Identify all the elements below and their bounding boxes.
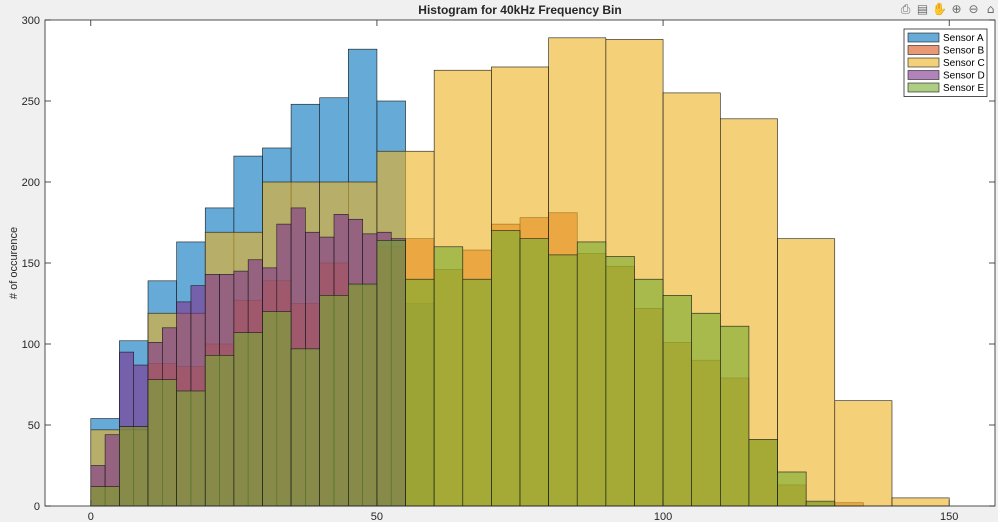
- legend-label: Sensor C: [943, 58, 985, 69]
- histogram-bar: [605, 256, 635, 507]
- series-sensor-e: [90, 230, 836, 507]
- y-axis: 0 50 100 150 200 250 300: [22, 15, 995, 513]
- histogram-bar: [777, 238, 836, 507]
- histogram-bar: [348, 283, 378, 507]
- legend-label: Sensor D: [943, 71, 985, 82]
- export-icon[interactable]: ⎙: [900, 2, 911, 16]
- y-tick-label: 250: [22, 96, 40, 108]
- histogram-bar: [662, 295, 692, 507]
- histogram-bar: [576, 241, 607, 507]
- legend-label: Sensor A: [943, 33, 984, 44]
- histogram-bar: [834, 400, 893, 507]
- histogram-bar: [204, 355, 235, 507]
- brush-icon[interactable]: ▤: [916, 2, 929, 16]
- histogram-bar: [748, 439, 778, 507]
- y-tick-label: 100: [22, 339, 40, 351]
- histogram-bar: [891, 497, 950, 507]
- histogram-bar: [491, 230, 521, 507]
- histogram-bar: [462, 278, 492, 507]
- chart-title: Histogram for 40kHz Frequency Bin: [418, 3, 621, 17]
- histogram-bar: [176, 390, 206, 507]
- histogram-bar: [119, 426, 149, 507]
- legend-swatch: [907, 45, 940, 55]
- x-tick-label: 100: [654, 511, 672, 522]
- histogram-bar: [319, 295, 349, 507]
- x-axis: 0 50 100 150: [88, 20, 958, 522]
- histogram-bar: [634, 278, 664, 507]
- x-tick-label: 0: [88, 511, 94, 522]
- histogram-bar: [720, 325, 750, 507]
- histogram-bar: [262, 311, 292, 507]
- home-icon[interactable]: ⌂: [986, 2, 995, 16]
- zoom-out-icon[interactable]: ⊖: [968, 2, 979, 16]
- zoom-in-icon[interactable]: ⊕: [951, 2, 962, 16]
- y-tick-label: 50: [28, 420, 40, 432]
- histogram-bar: [405, 278, 435, 507]
- histogram-bar: [290, 348, 320, 507]
- y-tick-label: 150: [22, 258, 40, 270]
- histogram-bar: [147, 379, 177, 507]
- y-tick-label: 200: [22, 177, 40, 189]
- histogram-bar: [233, 332, 263, 507]
- legend-label: Sensor E: [943, 83, 984, 94]
- x-tick-label: 50: [371, 511, 383, 522]
- histogram-bar: [433, 246, 464, 507]
- histogram-bar: [805, 500, 836, 507]
- legend-swatch: [907, 82, 940, 93]
- legend-swatch: [907, 32, 940, 43]
- histogram-bar: [777, 471, 807, 507]
- legend-label: Sensor B: [943, 46, 984, 57]
- y-tick-label: 300: [22, 15, 40, 27]
- y-tick-label: 0: [34, 501, 40, 513]
- histogram-bar: [519, 238, 549, 507]
- pan-icon[interactable]: ✋: [932, 2, 947, 16]
- histogram-bar: [691, 312, 721, 507]
- y-axis-title: # of occurence: [8, 227, 20, 299]
- x-tick-label: 150: [940, 511, 958, 522]
- legend-swatch: [907, 57, 940, 68]
- bars-layer: [90, 37, 950, 507]
- histogram-bar: [376, 240, 406, 507]
- legend-swatch: [907, 70, 940, 80]
- histogram-bar: [90, 486, 120, 507]
- histogram-bar: [548, 254, 578, 507]
- figure-toolbar: ⎙ ▤ ✋ ⊕ ⊖ ⌂: [898, 2, 998, 17]
